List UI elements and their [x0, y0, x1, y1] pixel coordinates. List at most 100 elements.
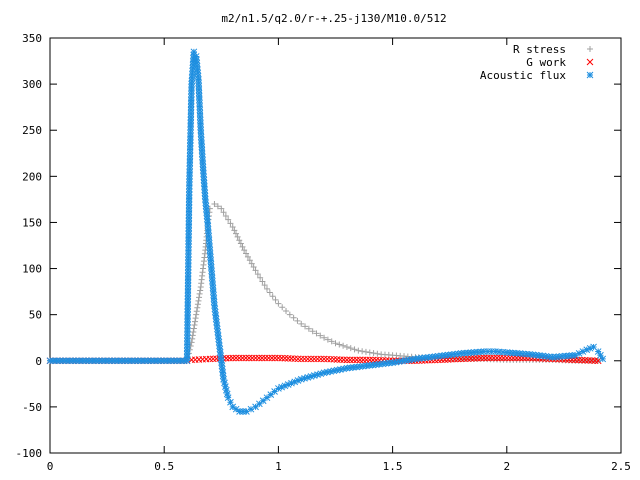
data-point	[317, 332, 324, 339]
data-point	[347, 345, 354, 352]
data-point	[208, 267, 215, 275]
data-point	[141, 357, 148, 365]
data-point	[183, 337, 191, 345]
data-point	[209, 277, 216, 285]
data-point	[382, 360, 390, 367]
data-point	[208, 270, 216, 278]
data-point	[197, 120, 204, 127]
data-point	[284, 355, 292, 362]
data-point	[203, 209, 210, 216]
data-point	[402, 357, 410, 364]
data-point	[366, 349, 373, 356]
data-point	[366, 356, 374, 364]
data-point	[351, 346, 358, 353]
data-point	[76, 357, 83, 365]
data-point	[211, 305, 219, 313]
data-point	[374, 350, 381, 357]
data-point	[231, 227, 238, 234]
data-point	[405, 356, 413, 364]
data-point	[483, 354, 491, 362]
data-point	[302, 323, 309, 330]
data-point	[328, 338, 335, 345]
data-point	[198, 150, 206, 158]
x-tick-label: 2	[503, 460, 510, 473]
data-point	[203, 215, 211, 223]
data-point	[418, 354, 426, 362]
data-point	[186, 152, 194, 160]
data-point	[216, 342, 223, 350]
data-point	[185, 234, 193, 241]
data-point	[532, 351, 540, 359]
data-point	[470, 348, 478, 356]
data-point	[184, 295, 192, 303]
data-point	[310, 372, 318, 379]
data-point	[200, 170, 207, 177]
data-point	[192, 318, 199, 325]
data-point	[271, 388, 278, 395]
data-point	[294, 355, 302, 363]
data-point	[198, 143, 206, 151]
data-point	[200, 179, 208, 187]
y-tick-label: 350	[22, 32, 42, 45]
data-point	[197, 130, 205, 137]
data-point	[186, 162, 194, 170]
data-point	[183, 334, 191, 342]
data-point	[263, 285, 270, 292]
data-point	[201, 192, 209, 200]
data-point	[346, 364, 354, 372]
data-point	[565, 352, 573, 360]
data-point	[62, 357, 70, 365]
data-point	[184, 292, 192, 300]
data-point	[583, 346, 591, 354]
data-point	[248, 260, 255, 267]
data-point	[327, 368, 334, 375]
data-point	[376, 360, 383, 368]
data-point	[185, 182, 193, 189]
data-point	[69, 357, 77, 365]
data-point	[356, 356, 364, 364]
data-point	[337, 366, 344, 373]
data-point	[266, 289, 273, 296]
data-point	[205, 229, 212, 237]
data-point	[184, 269, 192, 277]
data-point	[193, 56, 200, 64]
data-point	[340, 356, 348, 364]
data-point	[183, 357, 191, 365]
data-point	[198, 146, 206, 154]
data-point	[214, 328, 222, 336]
data-point	[464, 349, 471, 357]
legend-label: G work	[526, 56, 566, 69]
data-point	[317, 370, 325, 378]
data-point	[250, 264, 257, 271]
data-point	[363, 362, 370, 370]
data-point	[291, 378, 299, 386]
data-point	[185, 230, 193, 238]
data-point	[232, 230, 239, 237]
data-point	[184, 324, 191, 332]
data-point	[201, 189, 209, 197]
data-point	[194, 69, 202, 77]
data-point	[278, 354, 286, 362]
data-point	[131, 357, 139, 365]
data-point	[186, 159, 194, 167]
data-point	[187, 123, 195, 131]
data-point	[281, 382, 289, 390]
data-point	[206, 205, 213, 212]
data-point	[197, 123, 204, 131]
data-point	[186, 139, 194, 147]
data-point	[291, 355, 299, 363]
data-point	[363, 356, 370, 364]
legend-marker	[586, 58, 594, 66]
data-point	[199, 153, 206, 161]
data-point	[275, 354, 282, 362]
data-point	[412, 355, 419, 363]
data-point	[197, 133, 205, 141]
data-point	[202, 199, 209, 207]
data-point	[223, 390, 231, 398]
data-point	[193, 62, 201, 70]
data-point	[314, 371, 321, 378]
data-point	[82, 357, 90, 365]
data-point	[186, 149, 194, 157]
data-point	[210, 298, 218, 306]
data-point	[98, 357, 106, 365]
